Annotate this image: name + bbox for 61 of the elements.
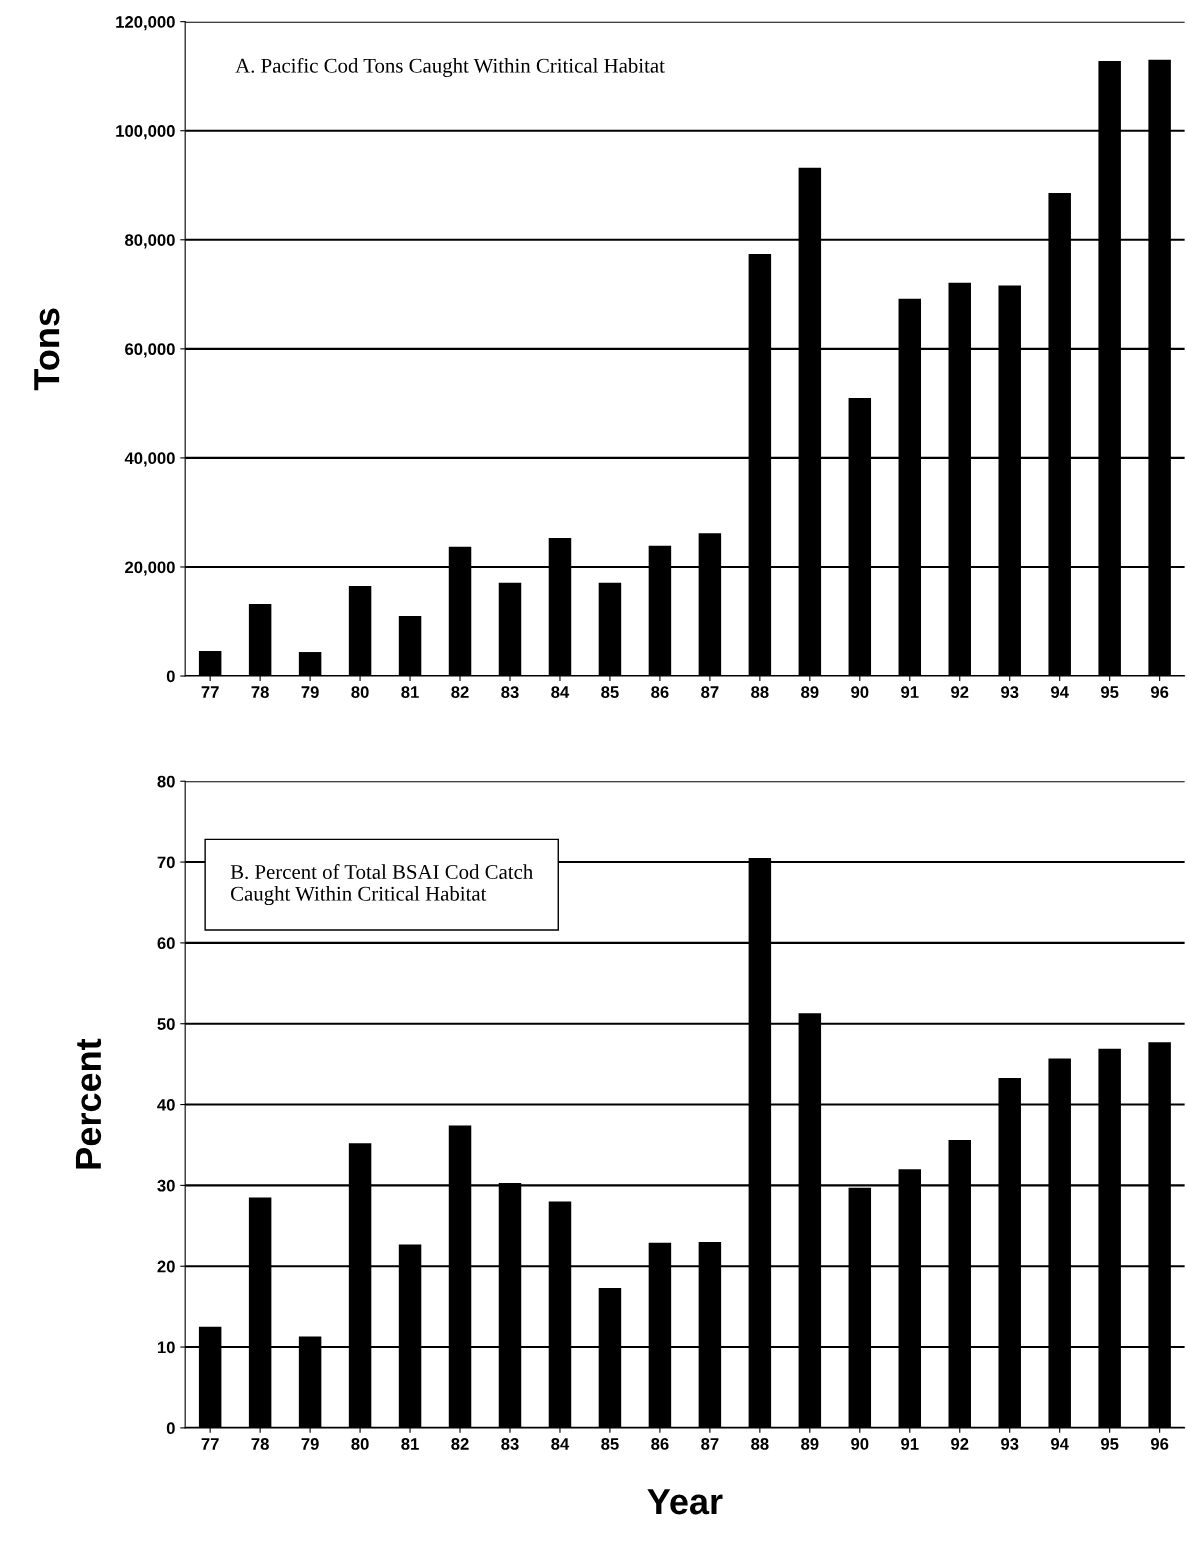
x-tick-label: 93 — [1001, 1438, 1019, 1450]
x-tick-label: 78 — [251, 686, 269, 698]
x-tick-label: 91 — [901, 1438, 919, 1450]
x-tick-label: 84 — [551, 686, 570, 698]
x-tick-label: 85 — [601, 686, 619, 698]
x-tick-label: 77 — [201, 686, 219, 698]
y-tick-label: 50 — [157, 1018, 175, 1030]
x-tick-label: 92 — [951, 1438, 969, 1450]
y-tick-label: 20,000 — [125, 561, 175, 576]
x-tick-label: 95 — [1100, 1438, 1119, 1450]
y-tick-label: 80,000 — [125, 234, 175, 249]
y-tick-label: 60 — [157, 937, 175, 950]
x-tick-label: 85 — [601, 1438, 619, 1450]
y-tick-label: 70 — [157, 856, 175, 869]
x-tick-label: 87 — [701, 686, 719, 698]
x-tick-label: 82 — [451, 1438, 469, 1450]
x-tick-label: 96 — [1150, 1438, 1169, 1450]
x-tick-label: 78 — [251, 1438, 269, 1450]
x-tick-label: 80 — [351, 686, 369, 698]
text: A. Pacific Cod Tons Caught Within Critical Habitat — [235, 57, 665, 78]
y-tick-label: 20 — [157, 1260, 175, 1273]
y-tick-label: 0 — [166, 1422, 175, 1435]
x-tick-label: 81 — [401, 686, 419, 698]
x-tick-label: 77 — [201, 1438, 219, 1450]
y-tick-label: 40,000 — [124, 452, 175, 467]
y-tick-label: 80 — [157, 775, 175, 788]
y-axis-title: Percent — [75, 1038, 102, 1169]
x-tick-label: 90 — [851, 1438, 869, 1450]
x-tick-label: 86 — [651, 686, 669, 698]
text: B. Percent of Total BSAI Cod Catch Caught Within Critical Habitat — [230, 864, 533, 906]
x-tick-label: 95 — [1100, 686, 1119, 698]
x-tick-label: 90 — [851, 686, 869, 698]
x-tick-label: 86 — [651, 1438, 669, 1450]
x-tick-label: 93 — [1001, 686, 1019, 699]
y-tick-label: 100,000 — [116, 125, 175, 140]
x-tick-label: 87 — [701, 1438, 719, 1450]
y-tick-label: 30 — [157, 1179, 175, 1192]
x-tick-label: 92 — [951, 686, 969, 698]
x-tick-label: 94 — [1051, 686, 1069, 698]
x-tick-label: 89 — [801, 686, 819, 698]
y-axis-title: Tons — [34, 308, 60, 391]
y-tick-label: 120,000 — [116, 16, 175, 31]
x-tick-label: 84 — [551, 1438, 570, 1450]
x-tick-label: 89 — [801, 1438, 819, 1450]
x-tick-label: 88 — [751, 1438, 769, 1450]
x-tick-label: 83 — [501, 1438, 519, 1450]
x-tick-label: 79 — [301, 686, 319, 698]
x-tick-label: 81 — [401, 1438, 419, 1450]
x-tick-label: 80 — [351, 1438, 369, 1450]
x-tick-label: 79 — [301, 1438, 319, 1450]
x-tick-label: 96 — [1150, 686, 1169, 698]
y-tick-label: 0 — [166, 670, 175, 683]
x-tick-label: 82 — [451, 686, 469, 698]
x-tick-label: 91 — [901, 686, 919, 698]
x-axis-title: Year — [647, 1489, 723, 1515]
y-tick-label: 40 — [157, 1098, 175, 1111]
y-tick-label: 60,000 — [125, 343, 175, 358]
x-tick-label: 94 — [1051, 1438, 1069, 1450]
y-tick-label: 10 — [157, 1341, 175, 1354]
x-tick-label: 83 — [501, 686, 519, 699]
x-tick-label: 88 — [751, 686, 769, 698]
